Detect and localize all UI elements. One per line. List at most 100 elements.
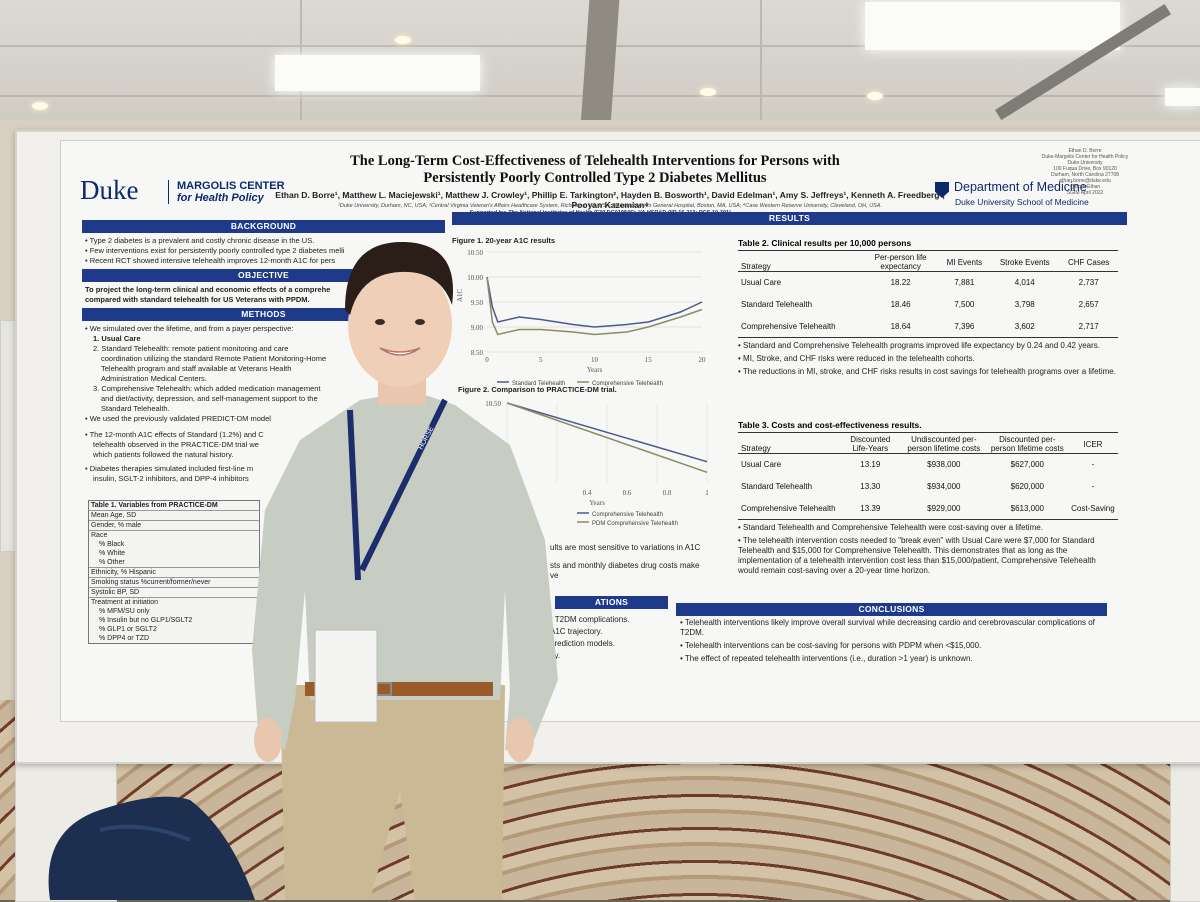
methods-item: which patients followed the natural hist… (93, 450, 234, 459)
x-tick-label: 5 (539, 356, 543, 364)
results-text: ults are most sensitive to variations in… (550, 543, 720, 581)
table1-row: Gender, % male (89, 521, 259, 531)
series-line-1 (486, 276, 703, 336)
legend-label: Standard Telehealth (512, 381, 565, 386)
conclusions-item: Telehealth interventions likely improve … (680, 618, 1105, 638)
table2-cell: 2,657 (1078, 300, 1099, 309)
table3-cell: - (1091, 482, 1095, 491)
poster-title-line1: The Long-Term Cost-Effectiveness of Tele… (350, 153, 840, 169)
limitations-item: A1C trajectory. (550, 627, 603, 636)
methods-item: coordination utilizing the standard Remo… (101, 354, 327, 363)
x-axis-label: Years (587, 366, 603, 374)
x-tick-label: 1 (705, 489, 709, 497)
table1-row: % White (99, 550, 126, 557)
table2-header: Strategy (741, 262, 771, 271)
background-item: Few interventions exist for persistently… (85, 246, 385, 256)
table-row: Comprehensive Telehealth 18.64 7,396 3,602 2… (738, 316, 1118, 338)
y-axis-label: A1C (456, 288, 464, 302)
right-hand (506, 718, 534, 762)
face (348, 263, 452, 387)
table3-header: ICER (1083, 439, 1103, 449)
backpack (48, 796, 255, 900)
x-axis-label: Years (589, 499, 605, 507)
table-row: Usual Care 18.22 7,881 4,014 2,737 (738, 272, 1118, 294)
x-tick-label: 0.8 (663, 489, 672, 497)
contact-line: SGIM April 2022 (1066, 190, 1104, 196)
methods-item: Administration Medical Centers. (101, 374, 207, 383)
table3-cell: Usual Care (741, 460, 782, 470)
y-tick-label: 10.50 (485, 400, 501, 408)
table1-row: Systolic BP, SD (89, 588, 259, 598)
table2-cell: 18.22 (890, 278, 911, 288)
table3-cell: $938,000 (927, 460, 961, 470)
table2-cell: 18.46 (890, 300, 911, 309)
table3-cell: Cost-Saving (1071, 503, 1115, 513)
lanyard (347, 398, 448, 581)
section-header-conclusions: CONCLUSIONS (676, 603, 1107, 616)
ceiling-light-panel (1165, 88, 1200, 106)
table1-row: Ethnicity, % Hispanic (89, 568, 259, 578)
methods-item: 1. Usual Care (93, 334, 141, 343)
table3: Table 3. Costs and cost-effectiveness re… (738, 420, 1118, 576)
table1-row: % GLP1 or SGLT2 (99, 626, 157, 633)
table1-row: Mean Age, SD (89, 511, 259, 521)
table3-note: The telehealth intervention costs needed… (738, 536, 1118, 576)
table3-cell: 13.30 (860, 482, 881, 491)
table1-row: % Insulin but no GLP1/SGLT2 (99, 617, 193, 624)
table1-row: % DPP4 or TZD (99, 635, 150, 642)
table3-grid: Strategy Discounted Life-Years Undiscoun… (738, 435, 1118, 520)
table3-cell: $934,000 (927, 482, 961, 491)
table1-row: % Other (89, 558, 259, 568)
table2-cell: 18.64 (890, 321, 911, 331)
objective-line: To project the long-term clinical and ec… (85, 285, 331, 294)
poster-title-line2: Persistently Poorly Controlled Type 2 Di… (423, 170, 767, 186)
shield-icon (935, 182, 949, 198)
methods-item: We used the previously validated PREDICT… (85, 414, 350, 424)
y-tick-label: 8.50 (471, 349, 484, 357)
contact-line: Duke-Margolis Center for Health Policy (1041, 154, 1129, 160)
hair (345, 241, 454, 315)
backpack-strap (99, 824, 191, 842)
margolis-logo: MARGOLIS CENTER for Health Policy (168, 180, 285, 204)
table2-cell: 2,717 (1078, 321, 1099, 331)
duke-logo: Duke (80, 175, 139, 205)
table2-cell: 2,737 (1078, 278, 1099, 288)
legend-label: Comprehensive Telehealth (592, 512, 663, 518)
ceiling-downlight (32, 102, 48, 110)
figure1-chart: 10.50 10.00 9.50 9.00 8.500 5 10 15 20 A1C Years St… (456, 249, 706, 386)
figure1-title: Figure 1. 20-year A1C results (452, 236, 556, 245)
backpack-body (48, 796, 255, 900)
ceiling (0, 0, 1200, 135)
legend-label: PDM Comprehensive Telehealth (592, 521, 678, 527)
x-tick-label: 0.6 (623, 489, 632, 497)
series-line-0 (506, 402, 708, 463)
background-list: Type 2 diabetes is a prevalent and costl… (85, 236, 385, 266)
contact-line: @BorreEthan (1069, 184, 1101, 190)
series-line-1 (506, 402, 708, 474)
ceiling-light-panel (275, 55, 480, 91)
table-row: Standard Telehealth 18.46 7,500 3,798 2,657 (738, 294, 1118, 316)
conclusions-item: The effect of repeated telehealth interv… (680, 654, 1105, 664)
right-eye (415, 319, 425, 325)
table2-header: Per-person life expectancy (874, 253, 927, 271)
table3-notes: Standard Telehealth and Comprehensive Te… (738, 523, 1118, 576)
table2-header: Stroke Events (999, 257, 1050, 267)
series-line-0 (486, 276, 703, 328)
table2-cell: 7,396 (954, 321, 975, 331)
table3-cell: $613,000 (1010, 503, 1044, 513)
table1-row: Treatment at initiation (91, 599, 159, 606)
table2-cell: Standard Telehealth (741, 300, 813, 309)
section-header-results: RESULTS (452, 212, 1127, 225)
poster-authors: Ethan D. Borre¹, Matthew L. Maciejewski¹… (275, 190, 945, 210)
table2-notes: Standard and Comprehensive Telehealth pr… (738, 341, 1118, 377)
figure2-chart: 10.50 0.4 0.6 0.8 1 Years Comprehensive Telehe… (485, 400, 709, 527)
conclusions-list: Telehealth interventions likely improve … (680, 618, 1105, 664)
table2-cell: 3,798 (1014, 300, 1035, 309)
table3-cell: $929,000 (927, 503, 961, 513)
methods-list: We simulated over the lifetime, and from… (85, 324, 350, 484)
table3-header-row: Strategy Discounted Life-Years Undiscoun… (738, 435, 1118, 454)
section-header-limitations: ATIONS (555, 596, 668, 609)
x-tick-label: 10 (591, 356, 599, 364)
table1-row: Race (91, 532, 108, 539)
table2-title: Table 2. Clinical results per 10,000 per… (738, 238, 1118, 251)
